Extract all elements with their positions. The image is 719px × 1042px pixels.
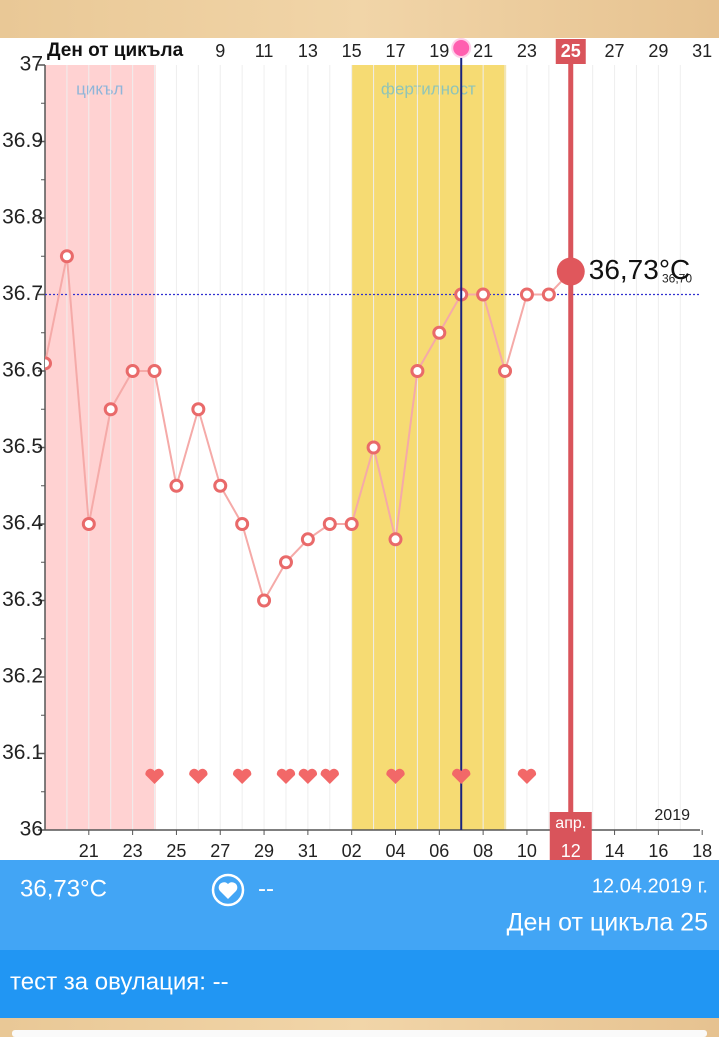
heart: [452, 768, 471, 784]
x-tick-label: 9: [215, 41, 225, 61]
y-tick-label: 36.8: [2, 206, 43, 229]
point: [541, 287, 556, 302]
date-tick-label: 27: [210, 841, 230, 861]
point: [45, 356, 52, 371]
top-bar: [0, 0, 719, 38]
point: [235, 517, 250, 531]
point: [59, 249, 74, 264]
reference-label: 36,70: [662, 272, 692, 286]
x-tick-label: 21: [473, 41, 493, 61]
x-tick-label: 19: [429, 41, 449, 61]
point: [125, 364, 140, 378]
point: [300, 532, 315, 547]
date-tick-label: 25: [166, 841, 186, 861]
current-label: 36,73°C: [589, 254, 691, 285]
date-tick-label: 21: [79, 841, 99, 861]
point: [191, 402, 206, 417]
year-label: 2019: [654, 807, 690, 824]
point: [476, 287, 491, 302]
current-day-box: [555, 39, 586, 64]
x-tick-label: 25: [561, 41, 581, 61]
date-tick-label: 29: [254, 841, 274, 861]
point: [213, 478, 228, 493]
point: [278, 555, 293, 570]
date-tick-label: 18: [692, 841, 712, 861]
date-tick-label: 14: [605, 841, 625, 861]
date-tick-label: 10: [517, 841, 537, 861]
info-bar: [0, 860, 719, 950]
point: [257, 593, 272, 608]
card: [12, 1030, 707, 1037]
x-tick-label: 17: [385, 41, 405, 61]
current-point: [556, 257, 585, 286]
y-tick-label: 36.5: [2, 435, 43, 458]
y-tick-label: 36.3: [2, 588, 43, 611]
x-tick-label: 23: [517, 41, 537, 61]
y-tick-label: 36.9: [2, 129, 43, 152]
point: [169, 478, 184, 493]
zone: [45, 65, 156, 830]
point: [81, 517, 96, 531]
heart: [276, 768, 296, 784]
x-tick-label: 27: [605, 41, 625, 61]
heart: [517, 768, 537, 784]
y-tick-label: 36.2: [2, 665, 43, 688]
y-tick-label: 36.7: [2, 282, 43, 305]
zone-label: фертилност: [381, 79, 476, 98]
heart: [233, 768, 252, 784]
heart: [145, 768, 164, 784]
point: [344, 517, 359, 531]
date-tick-label: 06: [429, 841, 449, 861]
heart-icon-shape: [218, 882, 238, 899]
ovulation-test: тест за овулация: --: [10, 968, 229, 995]
temperature-value: 36,73°C: [20, 875, 107, 902]
month-label: апр.: [555, 815, 586, 832]
heart: [386, 768, 405, 784]
heart: [320, 768, 339, 784]
date-tick-label: 23: [123, 841, 143, 861]
ovulation-marker: [451, 38, 472, 58]
y-tick-label: 36.6: [2, 359, 43, 382]
date-tick-label: 08: [473, 841, 493, 861]
point: [103, 402, 118, 417]
y-tick-label: 36.1: [2, 741, 43, 764]
x-tick-label: 11: [255, 41, 274, 61]
x-tick-label: 29: [648, 41, 668, 61]
point: [498, 364, 513, 378]
date-tick-label: 16: [648, 841, 668, 861]
y-tick-label: 36.4: [2, 512, 43, 535]
current-day-line: [568, 64, 574, 812]
point: [147, 364, 162, 378]
date-tick-label: 12: [561, 841, 581, 861]
x-tick-label: 15: [342, 41, 362, 61]
point: [519, 287, 534, 302]
heart: [189, 768, 208, 784]
date-tick-label: 02: [342, 841, 362, 861]
x-axis-label: Ден от цикъла: [47, 40, 184, 61]
current-date-box: [549, 812, 592, 860]
zone-label: цикъл: [76, 79, 123, 98]
point: [388, 532, 403, 547]
date: 12.04.2019 г.: [592, 875, 708, 897]
point: [410, 364, 425, 378]
heart-icon[interactable]: [211, 873, 245, 907]
point: [366, 440, 381, 455]
x-tick-label: 13: [298, 41, 318, 61]
test-bar[interactable]: [0, 950, 719, 1018]
date-tick-label: 31: [298, 841, 318, 861]
cycle-day: Ден от цикъла 25: [507, 909, 708, 937]
point: [322, 517, 337, 531]
intercourse-value: --: [258, 875, 274, 902]
x-tick-label: 31: [692, 41, 712, 61]
y-tick-label: 36: [20, 818, 43, 841]
date-tick-label: 04: [385, 841, 405, 861]
point: [432, 325, 447, 340]
heart: [298, 768, 318, 784]
y-tick-label: 37: [20, 53, 43, 76]
